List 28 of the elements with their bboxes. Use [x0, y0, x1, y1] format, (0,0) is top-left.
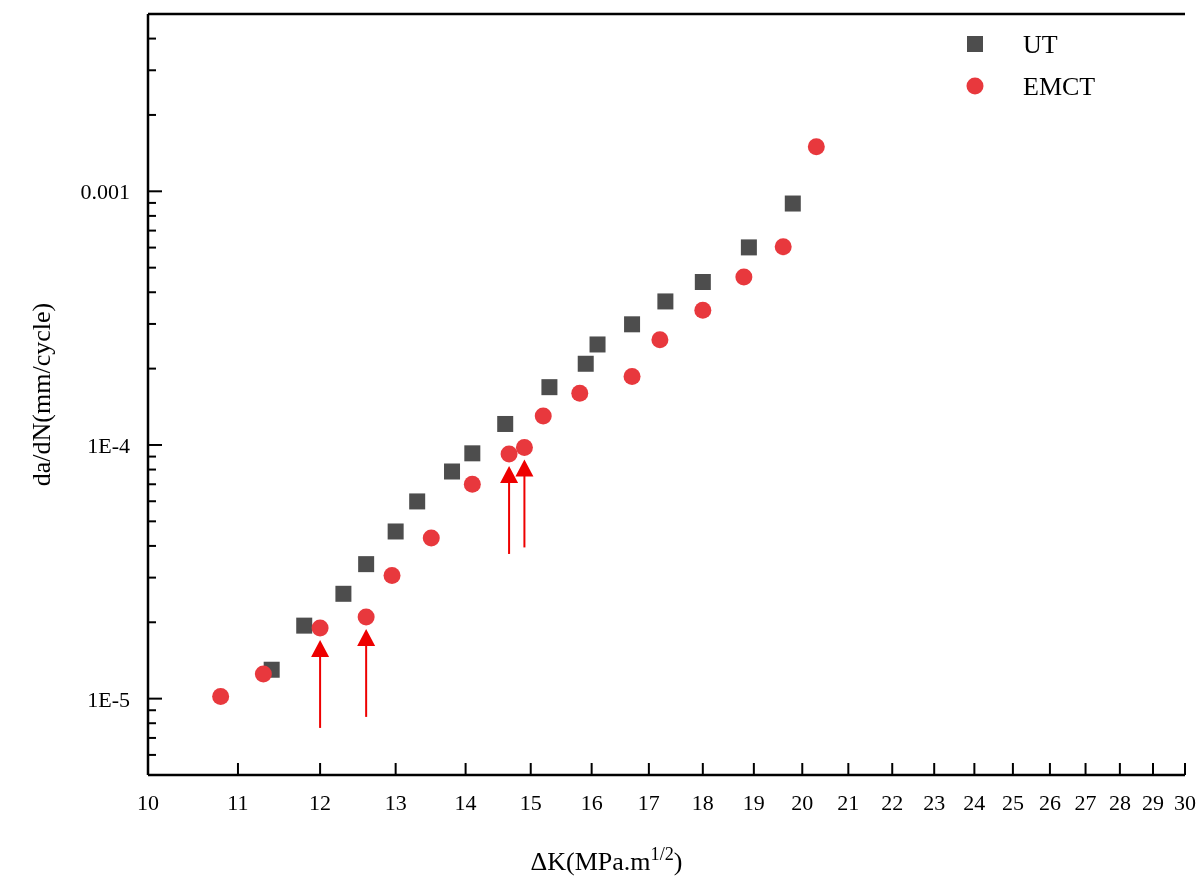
y-tick-label: 1E-5 — [87, 686, 130, 712]
x-tick-label: 11 — [227, 790, 249, 815]
x-tick-label: 16 — [580, 790, 603, 815]
x-tick-label: 28 — [1108, 790, 1131, 815]
x-tick-label: 27 — [1074, 790, 1097, 815]
x-tick-label: 19 — [742, 790, 765, 815]
legend-label: EMCT — [1023, 72, 1096, 101]
x-tick-label: 20 — [791, 790, 814, 815]
x-tick-label: 29 — [1142, 790, 1164, 815]
x-tick-label: 26 — [1038, 790, 1061, 815]
x-tick-label: 14 — [454, 790, 477, 815]
y-tick-label: 1E-4 — [87, 432, 130, 458]
x-tick-label: 23 — [923, 790, 946, 815]
x-tick-label: 24 — [963, 790, 986, 815]
x-tick-label: 30 — [1174, 790, 1196, 815]
x-tick-label: 18 — [691, 790, 714, 815]
x-tick-label: 22 — [881, 790, 904, 815]
x-tick-label: 13 — [384, 790, 407, 815]
x-tick-label: 25 — [1001, 790, 1024, 815]
y-tick-label: 0.001 — [80, 179, 130, 205]
legend-label: UT — [1023, 30, 1058, 59]
x-axis-title: ΔK(MPa.m$^{1/2}$) — [530, 844, 683, 876]
x-tick-label: 21 — [837, 790, 860, 815]
y-axis-title: da/dN(mm/cycle) — [27, 302, 56, 487]
x-tick-label: 12 — [309, 790, 332, 815]
x-tick-label: 17 — [637, 790, 660, 815]
x-tick-label: 15 — [519, 790, 542, 815]
x-tick-label: 10 — [137, 790, 159, 815]
